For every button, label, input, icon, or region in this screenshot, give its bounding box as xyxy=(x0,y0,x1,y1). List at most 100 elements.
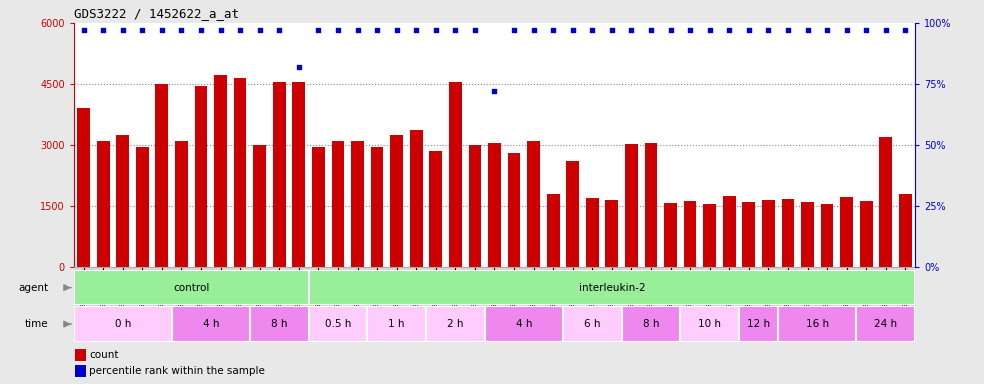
Bar xyxy=(739,306,778,342)
Point xyxy=(565,27,581,33)
Bar xyxy=(567,161,579,267)
Text: 0.5 h: 0.5 h xyxy=(325,319,351,329)
Bar xyxy=(332,141,344,267)
Text: 16 h: 16 h xyxy=(806,319,829,329)
Point xyxy=(448,27,463,33)
Point xyxy=(389,27,404,33)
Point xyxy=(761,27,776,33)
Point xyxy=(838,27,854,33)
Bar xyxy=(778,306,856,342)
Text: 24 h: 24 h xyxy=(874,319,897,329)
Text: 8 h: 8 h xyxy=(643,319,659,329)
Bar xyxy=(292,82,305,267)
Bar xyxy=(429,151,442,267)
Point xyxy=(858,27,874,33)
Point xyxy=(408,27,424,33)
Text: percentile rank within the sample: percentile rank within the sample xyxy=(89,366,265,376)
Point xyxy=(506,27,522,33)
Text: 4 h: 4 h xyxy=(203,319,219,329)
Bar xyxy=(680,306,739,342)
Bar xyxy=(723,196,736,267)
Bar xyxy=(449,82,461,267)
Bar xyxy=(527,141,540,267)
Point xyxy=(369,27,385,33)
Point xyxy=(487,88,503,94)
Bar xyxy=(309,270,915,305)
Text: 6 h: 6 h xyxy=(584,319,600,329)
Bar xyxy=(410,129,422,267)
Text: 0 h: 0 h xyxy=(114,319,131,329)
Bar xyxy=(215,75,227,267)
Point xyxy=(154,27,169,33)
Point xyxy=(115,27,131,33)
Point xyxy=(467,27,483,33)
Bar xyxy=(704,204,716,267)
Point xyxy=(682,27,698,33)
Bar xyxy=(563,306,622,342)
Bar xyxy=(485,306,563,342)
Bar xyxy=(622,306,680,342)
Bar xyxy=(309,306,367,342)
Point xyxy=(232,27,248,33)
Point xyxy=(702,27,717,33)
Point xyxy=(662,27,678,33)
Bar xyxy=(426,306,485,342)
Point xyxy=(545,27,561,33)
Bar xyxy=(96,141,109,267)
Text: 2 h: 2 h xyxy=(447,319,463,329)
Point xyxy=(213,27,228,33)
Bar xyxy=(664,203,677,267)
Text: 1 h: 1 h xyxy=(389,319,404,329)
Bar xyxy=(585,198,598,267)
Text: control: control xyxy=(173,283,210,293)
Text: GDS3222 / 1452622_a_at: GDS3222 / 1452622_a_at xyxy=(74,7,239,20)
Bar xyxy=(801,202,814,267)
Point xyxy=(644,27,659,33)
Text: 8 h: 8 h xyxy=(271,319,287,329)
Point xyxy=(349,27,365,33)
Point xyxy=(604,27,620,33)
Bar xyxy=(860,200,873,267)
Bar xyxy=(76,349,87,361)
Bar xyxy=(743,202,755,267)
Bar xyxy=(547,194,560,267)
Point xyxy=(193,27,209,33)
Point xyxy=(741,27,757,33)
Bar xyxy=(175,141,188,267)
Point xyxy=(624,27,640,33)
Bar xyxy=(821,204,833,267)
Point xyxy=(291,64,307,70)
Bar xyxy=(367,306,426,342)
Text: time: time xyxy=(25,319,48,329)
Bar xyxy=(351,141,364,267)
Point xyxy=(525,27,541,33)
Bar xyxy=(253,145,266,267)
Bar xyxy=(856,306,915,342)
Point xyxy=(252,27,268,33)
Bar xyxy=(684,201,697,267)
Point xyxy=(800,27,816,33)
Text: agent: agent xyxy=(19,283,48,293)
Bar xyxy=(781,199,794,267)
Point xyxy=(311,27,327,33)
Point xyxy=(173,27,189,33)
Text: interleukin-2: interleukin-2 xyxy=(579,283,646,293)
Bar xyxy=(840,197,853,267)
Bar xyxy=(391,135,403,267)
Bar xyxy=(74,267,915,316)
Point xyxy=(721,27,737,33)
Bar xyxy=(171,306,250,342)
Bar xyxy=(136,147,149,267)
Text: count: count xyxy=(89,350,118,360)
Bar xyxy=(195,86,208,267)
Point xyxy=(76,27,92,33)
Point xyxy=(272,27,287,33)
Bar xyxy=(155,84,168,267)
Bar xyxy=(371,147,384,267)
Point xyxy=(820,27,835,33)
Bar xyxy=(77,108,90,267)
Text: 12 h: 12 h xyxy=(747,319,770,329)
Bar xyxy=(899,194,912,267)
Bar xyxy=(74,306,171,342)
Bar xyxy=(605,200,618,267)
